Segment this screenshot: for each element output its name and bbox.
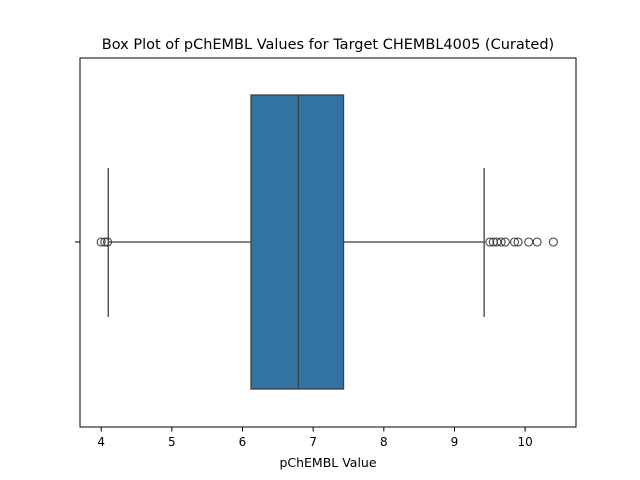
x-tick-label: 5 [168, 435, 176, 449]
x-tick-label: 4 [97, 435, 105, 449]
outlier-point [103, 237, 113, 247]
plot-area [96, 94, 558, 390]
outlier-point [548, 237, 558, 247]
outlier-point [509, 237, 520, 247]
chart-title: Box Plot of pChEMBL Values for Target CH… [102, 37, 554, 53]
x-axis-label: pChEMBL Value [279, 455, 376, 470]
x-tick-label: 6 [239, 435, 247, 449]
x-tick-label: 9 [451, 435, 459, 449]
outlier-point [532, 237, 542, 247]
iqr-box [250, 94, 345, 390]
x-tick-label: 8 [380, 435, 388, 449]
outlier-point [500, 237, 510, 247]
x-tick-label: 10 [517, 435, 532, 449]
x-tick-label: 7 [309, 435, 317, 449]
outlier-point [513, 237, 523, 247]
x-axis-ticks: 4 5 6 7 8 9 10 [97, 427, 533, 449]
outlier-point [485, 237, 495, 247]
outlier-point [96, 237, 106, 247]
outlier-point [496, 237, 506, 247]
outlier-point [100, 237, 110, 247]
